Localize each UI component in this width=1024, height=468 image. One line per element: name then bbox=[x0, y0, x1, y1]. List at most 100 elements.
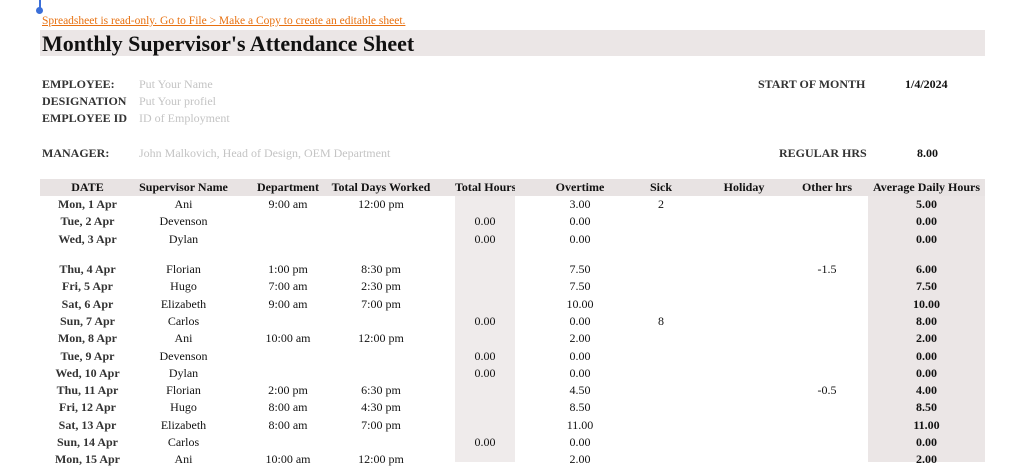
table-cell: 6.00 bbox=[916, 262, 937, 276]
info-label: START OF MONTH bbox=[758, 77, 866, 91]
table-cell: Ani bbox=[174, 331, 193, 346]
table-cell: Dylan bbox=[168, 365, 199, 380]
column-header: Average Daily Hours bbox=[872, 180, 981, 194]
column-header: Holiday bbox=[723, 180, 765, 194]
table-cell: 0.00 bbox=[474, 313, 496, 328]
date-cell: Thu, 11 Apr bbox=[56, 383, 119, 398]
table-cell: 10:00 am bbox=[265, 452, 311, 467]
date-cell: Mon, 1 Apr bbox=[57, 197, 117, 211]
date-cell: Wed, 3 Apr bbox=[58, 231, 117, 246]
table-cell: 0.00 bbox=[569, 214, 591, 229]
table-cell: 8 bbox=[658, 313, 664, 328]
table-cell: 2 bbox=[658, 197, 664, 211]
table-cell: 2.00 bbox=[569, 452, 591, 467]
column-header: Department bbox=[257, 180, 319, 194]
date-cell: Tue, 2 Apr bbox=[60, 214, 115, 229]
column-header: Total Days Worked bbox=[331, 180, 431, 194]
info-label: DESIGNATION bbox=[42, 94, 127, 108]
info-label: REGULAR HRS bbox=[779, 146, 867, 160]
table-cell: 2.00 bbox=[569, 331, 591, 346]
table-cell: 8.50 bbox=[569, 400, 591, 415]
header-band bbox=[40, 179, 985, 196]
date-cell: Sat, 6 Apr bbox=[61, 296, 114, 311]
table-cell: Hugo bbox=[170, 279, 197, 294]
table-cell: 12:00 pm bbox=[358, 197, 404, 211]
table-cell: 8:00 am bbox=[268, 400, 308, 415]
table-cell: Elizabeth bbox=[160, 296, 207, 311]
table-cell: Dylan bbox=[168, 231, 199, 246]
table-cell: 9:00 am bbox=[268, 197, 308, 211]
table-cell: 8:00 am bbox=[268, 417, 308, 432]
table-cell: -1.5 bbox=[817, 262, 837, 276]
table-cell: 4.50 bbox=[569, 383, 591, 398]
table-cell: Carlos bbox=[167, 313, 200, 328]
column-header: Overtime bbox=[555, 180, 605, 194]
table-cell: 7:00 pm bbox=[361, 417, 401, 432]
table-cell: 8:30 pm bbox=[361, 262, 401, 276]
info-value: 8.00 bbox=[917, 146, 938, 160]
info-label: EMPLOYEE: bbox=[42, 77, 115, 91]
table-cell: 1:00 pm bbox=[268, 262, 308, 276]
table-cell: Hugo bbox=[170, 400, 197, 415]
table-cell: 4:30 pm bbox=[361, 400, 401, 415]
column-header: DATE bbox=[71, 180, 104, 194]
info-value: Put Your Name bbox=[139, 77, 213, 91]
table-cell: Florian bbox=[166, 262, 201, 276]
table-cell: 2:00 pm bbox=[268, 383, 308, 398]
date-cell: Sun, 7 Apr bbox=[59, 313, 116, 328]
table-cell: 0.00 bbox=[569, 348, 591, 363]
column-shade bbox=[455, 196, 515, 462]
table-cell: 2.00 bbox=[916, 331, 937, 346]
date-cell: Sat, 13 Apr bbox=[58, 417, 117, 432]
table-cell: -0.5 bbox=[817, 383, 837, 398]
read-only-notice[interactable]: Spreadsheet is read-only. Go to File > M… bbox=[42, 15, 406, 27]
table-cell: 0.00 bbox=[474, 348, 496, 363]
table-cell: 7.50 bbox=[569, 279, 591, 294]
table-cell: 0.00 bbox=[474, 214, 496, 229]
date-cell: Thu, 4 Apr bbox=[59, 262, 116, 276]
info-label: EMPLOYEE ID bbox=[42, 111, 128, 125]
table-cell: 0.00 bbox=[569, 231, 591, 246]
table-cell: Elizabeth bbox=[160, 417, 207, 432]
table-cell: 7.50 bbox=[916, 279, 937, 294]
table-cell: 8.00 bbox=[916, 313, 937, 328]
table-cell: 4.00 bbox=[916, 383, 937, 398]
info-value: ID of Employment bbox=[139, 111, 230, 125]
sheet-title: Monthly Supervisor's Attendance Sheet bbox=[42, 31, 415, 56]
info-value: John Malkovich, Head of Design, OEM Depa… bbox=[139, 146, 391, 160]
table-cell: 6:30 pm bbox=[361, 383, 401, 398]
table-cell: 5.00 bbox=[916, 197, 937, 211]
table-cell: 0.00 bbox=[916, 348, 937, 363]
column-shade bbox=[868, 196, 985, 462]
table-cell: 9:00 am bbox=[268, 296, 308, 311]
table-cell: 0.00 bbox=[569, 313, 591, 328]
table-cell: 0.00 bbox=[474, 231, 496, 246]
table-cell: Florian bbox=[166, 383, 201, 398]
table-cell: Devenson bbox=[159, 348, 208, 363]
table-cell: 12:00 pm bbox=[358, 452, 404, 467]
date-cell: Wed, 10 Apr bbox=[55, 365, 120, 380]
selection-line bbox=[39, 0, 41, 10]
table-cell: 0.00 bbox=[916, 231, 937, 246]
title-bar bbox=[40, 30, 985, 56]
column-header: Total Hours bbox=[455, 180, 515, 194]
table-cell: 0.00 bbox=[569, 365, 591, 380]
table-cell: 2:30 pm bbox=[361, 279, 401, 294]
date-cell: Fri, 5 Apr bbox=[62, 279, 113, 294]
table-cell: 3.00 bbox=[569, 197, 591, 211]
table-cell: 12:00 pm bbox=[358, 331, 404, 346]
table-cell: 11.00 bbox=[566, 417, 594, 432]
table-cell: 7.50 bbox=[569, 262, 591, 276]
date-cell: Tue, 9 Apr bbox=[60, 348, 115, 363]
table-cell: 0.00 bbox=[916, 435, 937, 449]
table-cell: 0.00 bbox=[569, 435, 591, 449]
info-value: 1/4/2024 bbox=[905, 77, 948, 91]
table-cell: 11.00 bbox=[913, 417, 940, 432]
table-cell: 0.00 bbox=[916, 365, 937, 380]
table-cell: 7:00 am bbox=[268, 279, 308, 294]
table-cell: 0.00 bbox=[916, 214, 937, 229]
date-cell: Sun, 14 Apr bbox=[56, 435, 119, 449]
table-cell: 8.50 bbox=[916, 400, 937, 415]
table-cell: Ani bbox=[174, 197, 193, 211]
